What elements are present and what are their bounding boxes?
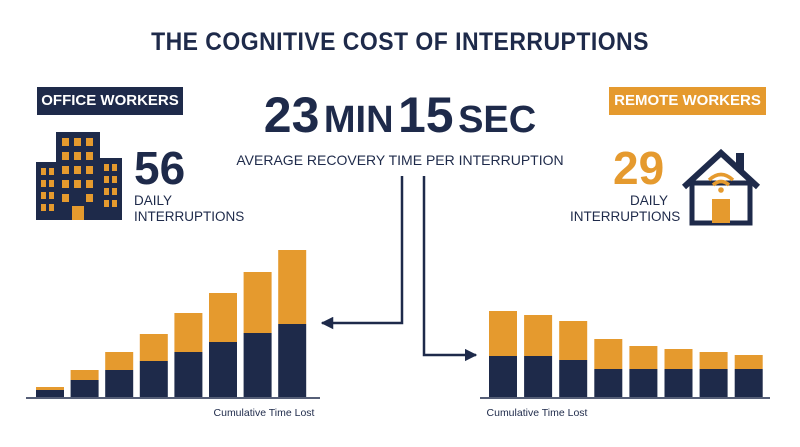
- office-bar-3-segment-2: [105, 352, 134, 370]
- office-bar-3-segment-1: [105, 370, 134, 397]
- remote-label-line2: INTERRUPTIONS: [570, 209, 681, 224]
- office-bar-1-segment-2: [36, 387, 64, 390]
- office-bar-5-segment-2: [174, 313, 203, 352]
- remote-bar-6-segment-1: [664, 369, 693, 397]
- seconds-unit: SEC: [458, 99, 537, 141]
- remote-bar-1-segment-1: [489, 356, 517, 397]
- house-wifi-icon: [681, 148, 761, 226]
- page-title: THE COGNITIVE COST OF INTERRUPTIONS: [151, 28, 649, 56]
- office-bar-6-segment-2: [209, 293, 237, 342]
- office-building-icon: [36, 132, 122, 220]
- office-bar-7-segment-2: [243, 272, 272, 333]
- office-bar-8-segment-1: [278, 324, 307, 397]
- remote-interruptions-label: DAILY INTERRUPTIONS: [570, 193, 681, 225]
- remote-bar-6-segment-2: [664, 349, 693, 369]
- office-interruptions-label: DAILY INTERRUPTIONS: [134, 193, 244, 225]
- office-bar-8-segment-2: [278, 250, 307, 324]
- office-label-line2: INTERRUPTIONS: [134, 209, 245, 224]
- remote-bar-8-segment-2: [734, 355, 763, 369]
- office-bar-5-segment-1: [174, 352, 203, 397]
- remote-bar-2-segment-1: [524, 356, 553, 397]
- office-bar-1-segment-1: [36, 390, 64, 397]
- office-bar-6-segment-1: [209, 342, 237, 397]
- remote-x-axis-label: Cumulative Time Lost: [487, 407, 588, 419]
- office-x-axis-label: Cumulative Time Lost: [214, 407, 315, 419]
- remote-bar-3-segment-2: [559, 321, 588, 360]
- remote-bar-4-segment-2: [594, 339, 623, 369]
- office-interruptions-count: 56: [134, 142, 186, 194]
- remote-label-line1: DAILY: [629, 193, 668, 208]
- office-bar-7-segment-1: [243, 333, 272, 397]
- office-bar-2-segment-1: [70, 380, 99, 397]
- remote-bars: [489, 311, 763, 397]
- minutes-unit: MIN: [323, 99, 394, 141]
- recovery-time-caption: AVERAGE RECOVERY TIME PER INTERRUPTION: [236, 152, 564, 168]
- office-bars: [36, 250, 307, 397]
- arrow-to-remote-chart: [422, 176, 478, 362]
- remote-workers-badge: REMOTE WORKERS: [609, 87, 766, 115]
- remote-bar-8-segment-1: [734, 369, 763, 397]
- remote-bar-3-segment-1: [559, 360, 588, 397]
- remote-bar-7-segment-1: [699, 369, 728, 397]
- office-label-line1: DAILY: [134, 193, 173, 208]
- seconds-value: 15: [397, 87, 454, 143]
- remote-bar-4-segment-1: [594, 369, 623, 397]
- remote-bar-5-segment-2: [629, 346, 658, 369]
- remote-interruptions-count: 29: [613, 142, 665, 194]
- office-bar-4-segment-1: [139, 361, 168, 397]
- recovery-time-display: 23 MIN 15 SEC: [0, 86, 800, 144]
- minutes-value: 23: [263, 87, 320, 143]
- office-workers-badge: OFFICE WORKERS: [37, 87, 183, 115]
- office-bar-4-segment-2: [139, 334, 168, 361]
- remote-bar-2-segment-2: [524, 315, 553, 356]
- arrow-to-office-chart: [320, 176, 404, 330]
- office-bar-2-segment-2: [70, 370, 99, 380]
- remote-bar-1-segment-2: [489, 311, 517, 356]
- remote-bar-7-segment-2: [699, 352, 728, 369]
- remote-bar-5-segment-1: [629, 369, 658, 397]
